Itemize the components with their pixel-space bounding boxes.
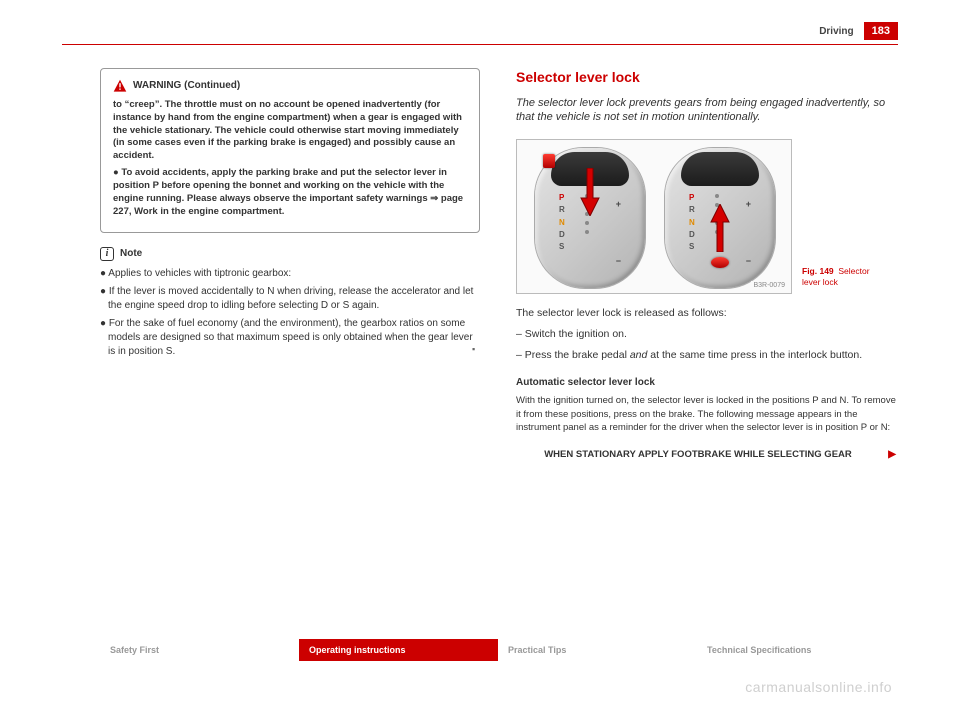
display-message: WHEN STATIONARY APPLY FOOTBRAKE WHILE SE… bbox=[516, 448, 896, 461]
gear-knob-right: P R N D S +− bbox=[665, 148, 775, 288]
warning-title: WARNING (Continued) bbox=[133, 79, 240, 93]
note-item: Applies to vehicles with tiptronic gearb… bbox=[100, 267, 480, 281]
subheading: Automatic selector lever lock bbox=[516, 376, 896, 390]
footer-tab-specs[interactable]: Technical Specifications bbox=[697, 639, 896, 661]
page-header: Driving 183 bbox=[819, 22, 898, 40]
right-column: Selector lever lock The selector lever l… bbox=[516, 68, 896, 621]
section-intro: The selector lever lock prevents gears f… bbox=[516, 96, 896, 126]
content-columns: WARNING (Continued) to “creep”. The thro… bbox=[100, 68, 896, 621]
page: Driving 183 WARNING (Continued) to “cree… bbox=[0, 0, 960, 701]
step: Switch the ignition on. bbox=[516, 327, 896, 342]
header-rule bbox=[62, 44, 898, 45]
figure-followup: The selector lever lock is released as f… bbox=[516, 306, 896, 321]
note-title: Note bbox=[120, 247, 142, 261]
warning-paragraph: ● To avoid accidents, apply the parking … bbox=[113, 167, 467, 218]
tiptronic-plusminus: +− bbox=[616, 198, 621, 267]
note-heading: i Note bbox=[100, 247, 480, 261]
footer-tab-practical[interactable]: Practical Tips bbox=[498, 639, 697, 661]
warning-triangle-icon bbox=[113, 79, 127, 93]
left-column: WARNING (Continued) to “creep”. The thro… bbox=[100, 68, 480, 621]
continue-arrow-icon: ▶ bbox=[888, 448, 896, 462]
figure-caption: Fig. 149 Selector lever lock bbox=[802, 266, 888, 294]
note-list: Applies to vehicles with tiptronic gearb… bbox=[100, 267, 480, 359]
gear-letters: P R N D S bbox=[689, 192, 695, 252]
section-name: Driving bbox=[819, 26, 853, 37]
section-heading: Selector lever lock bbox=[516, 68, 896, 88]
body-paragraph: With the ignition turned on, the selecto… bbox=[516, 394, 896, 434]
down-arrow-icon bbox=[580, 168, 600, 216]
step: Press the brake pedal and at the same ti… bbox=[516, 348, 896, 363]
tiptronic-plusminus: +− bbox=[746, 198, 751, 267]
footer-tab-safety[interactable]: Safety First bbox=[100, 639, 299, 661]
warning-paragraph: to “creep”. The throttle must on no acco… bbox=[113, 99, 467, 163]
watermark: carmanualsonline.info bbox=[745, 679, 892, 695]
note-item: If the lever is moved accidentally to N … bbox=[100, 285, 480, 313]
gear-letters: P R N D S bbox=[559, 192, 565, 252]
info-icon: i bbox=[100, 247, 114, 261]
selector-lever-figure: P R N D S +− bbox=[516, 139, 792, 294]
gear-knob-left: P R N D S +− bbox=[535, 148, 645, 288]
interlock-button-icon bbox=[543, 154, 555, 168]
warning-body: to “creep”. The throttle must on no acco… bbox=[113, 99, 467, 218]
note-item: For the sake of fuel economy (and the en… bbox=[100, 317, 480, 359]
warning-box: WARNING (Continued) to “creep”. The thro… bbox=[100, 68, 480, 233]
knob-top bbox=[681, 152, 759, 186]
warning-heading: WARNING (Continued) bbox=[113, 79, 467, 93]
figure-row: P R N D S +− bbox=[516, 139, 896, 294]
procedure-steps: Switch the ignition on. Press the brake … bbox=[516, 327, 896, 362]
page-number: 183 bbox=[864, 22, 898, 40]
up-arrow-icon bbox=[710, 204, 730, 252]
figure-ref: B3R-0079 bbox=[751, 281, 787, 291]
footer-tabs: Safety First Operating instructions Prac… bbox=[100, 639, 896, 661]
interlock-button-icon bbox=[711, 257, 729, 268]
footer-tab-operating[interactable]: Operating instructions bbox=[299, 639, 498, 661]
